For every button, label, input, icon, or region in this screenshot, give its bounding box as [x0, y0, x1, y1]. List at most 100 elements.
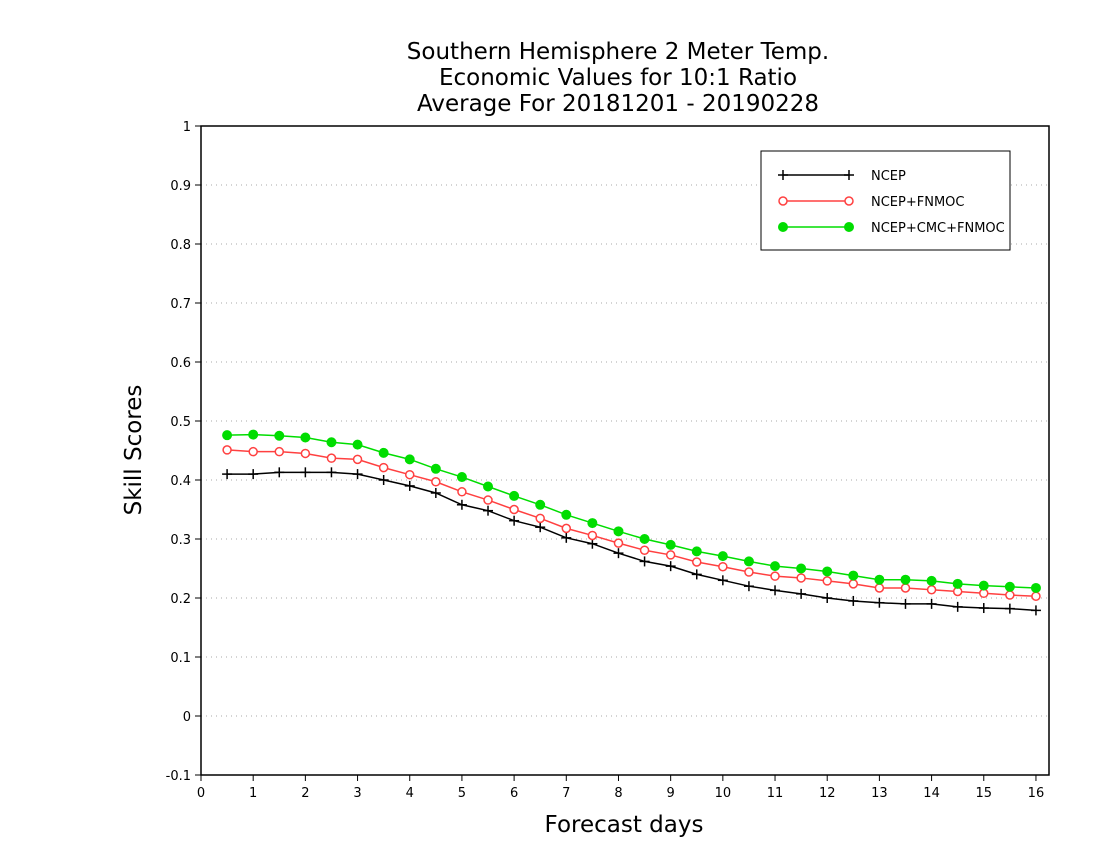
data-point-open-circle — [692, 557, 702, 567]
data-point-open-circle — [300, 448, 311, 459]
x-tick-label: 11 — [767, 786, 784, 801]
data-point-plus — [926, 598, 937, 609]
y-tick-label: 0.2 — [170, 592, 191, 607]
data-point-plus — [1030, 605, 1041, 616]
data-point-filled-circle — [770, 561, 781, 572]
data-point-open-circle — [274, 446, 285, 457]
chart-title-line-3: Average For 20181201 - 20190228 — [417, 91, 819, 117]
data-point-filled-circle — [778, 222, 788, 232]
y-tick-label: 0.4 — [170, 474, 191, 489]
data-point-open-circle — [874, 583, 885, 593]
data-point-plus — [665, 561, 676, 572]
x-tick-label: 6 — [510, 786, 518, 801]
data-point-plus — [1004, 603, 1015, 614]
data-point-plus — [796, 588, 807, 599]
data-point-plus — [378, 475, 389, 485]
data-point-plus — [691, 569, 702, 580]
data-point-filled-circle — [952, 578, 963, 589]
y-tick-label: 0.7 — [170, 297, 191, 312]
data-point-filled-circle — [743, 556, 754, 567]
data-point-filled-circle — [248, 429, 259, 440]
data-point-filled-circle — [978, 580, 989, 591]
data-point-open-circle — [665, 550, 676, 560]
data-point-open-circle — [457, 487, 467, 497]
data-point-plus — [248, 469, 259, 480]
data-point-filled-circle — [796, 563, 807, 574]
series-line — [227, 433, 1036, 589]
series-ncep-fnmoc — [222, 445, 1041, 601]
data-point-plus — [874, 597, 885, 608]
data-point-plus — [535, 522, 546, 533]
x-tick-label: 7 — [562, 786, 570, 801]
series-line — [227, 449, 1036, 597]
y-tick-label: 0.8 — [170, 238, 191, 253]
data-point-open-circle — [222, 445, 232, 455]
data-point-open-circle — [822, 576, 832, 586]
data-point-open-circle — [352, 454, 363, 465]
legend-entry: NCEP+CMC+FNMOC — [778, 221, 1005, 236]
data-point-open-circle — [483, 495, 493, 505]
legend-entry: NCEP+FNMOC — [778, 195, 964, 210]
chart-title-line-2: Economic Values for 10:1 Ratio — [439, 65, 797, 91]
data-point-filled-circle — [844, 222, 854, 232]
data-point-open-circle — [378, 462, 389, 473]
x-tick-label: 16 — [1028, 786, 1045, 801]
data-point-open-circle — [926, 584, 937, 595]
data-point-open-circle — [587, 530, 598, 541]
data-point-plus — [848, 595, 859, 606]
data-point-plus — [222, 469, 233, 480]
data-point-plus — [822, 593, 833, 603]
axes: -0.100.10.20.30.40.50.60.70.80.910 1 2 3 4 5 6… — [166, 120, 1050, 801]
data-point-plus — [639, 556, 650, 567]
y-tick-label: 0.3 — [170, 533, 191, 548]
data-point-filled-circle — [300, 432, 311, 443]
data-point-filled-circle — [222, 430, 233, 441]
data-point-plus — [404, 480, 415, 491]
series-ncep — [222, 467, 1041, 616]
data-point-open-circle — [796, 573, 806, 583]
data-point-open-circle — [404, 469, 415, 480]
data-point-filled-circle — [274, 430, 285, 441]
x-tick-label: 9 — [667, 786, 675, 801]
data-point-plus — [844, 170, 854, 180]
x-tick-label: 14 — [923, 786, 940, 801]
data-point-plus — [300, 467, 311, 478]
chart-title-line-1: Southern Hemisphere 2 Meter Temp. — [407, 39, 829, 65]
data-point-plus — [743, 581, 754, 592]
data-point-open-circle — [639, 545, 650, 555]
data-point-filled-circle — [404, 454, 415, 465]
data-point-filled-circle — [535, 499, 546, 510]
data-point-filled-circle — [561, 509, 572, 520]
data-point-filled-circle — [717, 551, 728, 562]
data-point-open-circle — [844, 196, 854, 206]
data-point-open-circle — [561, 523, 572, 534]
data-point-filled-circle — [639, 534, 650, 544]
x-tick-label: 15 — [975, 786, 992, 801]
x-tick-label: 5 — [458, 786, 466, 801]
legend: NCEP NCEP+FNMOC NCEP+CMC+FNMOC — [760, 150, 1011, 251]
data-point-plus — [326, 467, 337, 478]
y-tick-label: -0.1 — [166, 769, 191, 784]
data-point-open-circle — [718, 561, 728, 572]
data-point-filled-circle — [378, 447, 389, 458]
data-point-open-circle — [1005, 590, 1015, 600]
series-lines — [222, 429, 1041, 616]
x-tick-label: 3 — [353, 786, 361, 801]
x-tick-label: 4 — [406, 786, 414, 801]
data-point-open-circle — [848, 579, 859, 589]
data-point-open-circle — [509, 504, 519, 515]
y-axis-title: Skill Scores — [121, 385, 147, 516]
data-point-filled-circle — [900, 574, 911, 585]
legend-label: NCEP — [871, 169, 906, 184]
data-point-filled-circle — [691, 546, 702, 557]
data-point-open-circle — [613, 538, 624, 548]
data-point-plus — [587, 538, 598, 549]
x-tick-label: 0 — [197, 786, 205, 801]
data-point-plus — [770, 585, 781, 596]
data-point-plus — [456, 499, 467, 510]
data-point-open-circle — [326, 453, 337, 463]
plot-frame — [200, 125, 1050, 776]
data-point-filled-circle — [874, 574, 885, 585]
series-line — [227, 471, 1037, 612]
